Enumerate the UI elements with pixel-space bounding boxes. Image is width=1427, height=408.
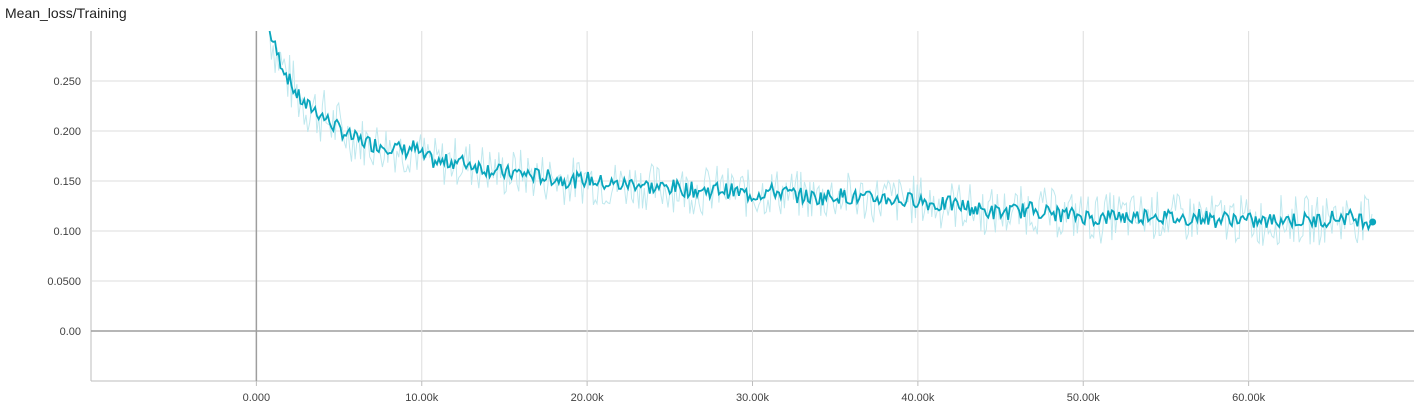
smoothed-series-layer [268, 30, 1377, 232]
x-tick-label: 0.000 [243, 392, 271, 404]
series-end-marker [1369, 218, 1377, 226]
x-tick-label: 50.00k [1067, 392, 1101, 404]
chart-title: Mean_loss/Training [5, 5, 127, 21]
y-tick-label: 0.0500 [47, 276, 81, 288]
raw-series-line [269, 31, 1373, 246]
x-tick-label: 10.00k [405, 392, 439, 404]
grid-layer [90, 31, 1414, 386]
y-tick-label: 0.150 [53, 176, 81, 188]
x-tick-label: 60.00k [1232, 392, 1266, 404]
y-tick-label: 0.250 [53, 76, 81, 88]
raw-series-layer [269, 31, 1373, 246]
y-tick-label: 0.200 [53, 126, 81, 138]
x-tick-label: 30.00k [736, 392, 770, 404]
y-tick-label: 0.100 [53, 226, 81, 238]
tick-layer: 0.00 0.0500 0.100 0.150 0.200 0.250 0.000 10.00… [47, 76, 1265, 404]
x-tick-label: 20.00k [571, 392, 605, 404]
x-tick-label: 40.00k [901, 392, 935, 404]
smoothed-series-line [268, 30, 1373, 232]
y-tick-label: 0.00 [60, 326, 81, 338]
